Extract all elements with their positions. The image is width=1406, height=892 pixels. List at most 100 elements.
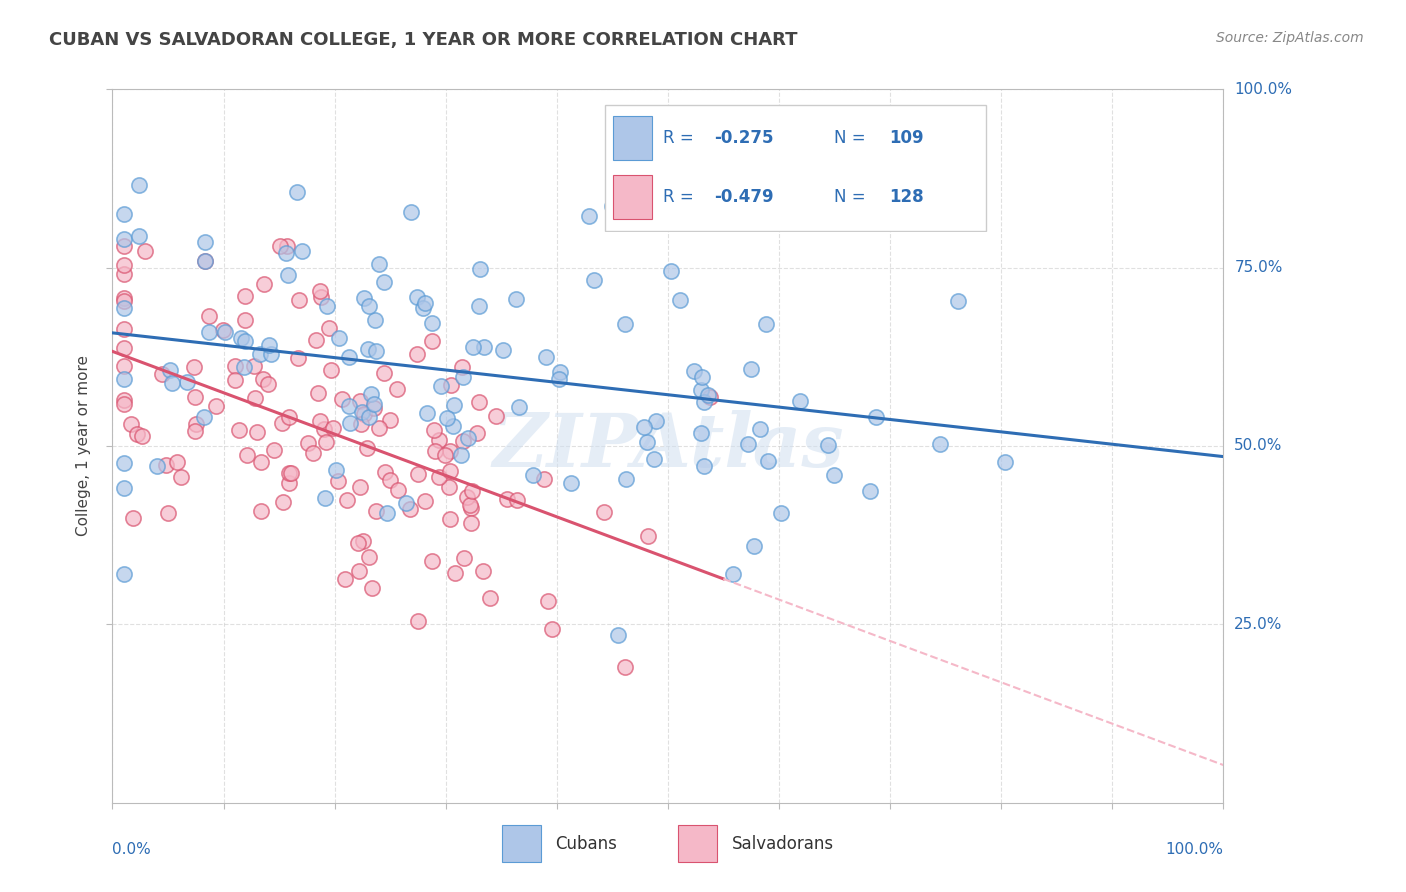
Point [233, 359, 256, 374]
Point [357, 299, 380, 313]
Point [756, 454, 779, 468]
Point [413, 494, 436, 508]
Point [385, 383, 408, 397]
Point [817, 438, 839, 452]
Point [533, 472, 555, 486]
Point [453, 551, 475, 566]
Point [224, 359, 246, 373]
Point [146, 459, 169, 474]
Point [134, 244, 156, 258]
Point [336, 492, 359, 507]
Point [367, 421, 389, 435]
Point [467, 394, 489, 409]
Point [456, 490, 478, 504]
Point [406, 291, 429, 305]
Text: 100.0%: 100.0% [1234, 82, 1292, 96]
Point [560, 475, 582, 490]
Text: ZIPAtlas: ZIPAtlas [492, 409, 844, 483]
Point [150, 367, 173, 381]
Point [744, 539, 766, 553]
Point [112, 294, 135, 309]
Point [472, 564, 495, 578]
Point [443, 398, 465, 412]
Point [318, 321, 340, 335]
Point [288, 293, 311, 307]
Point [696, 388, 718, 402]
Point [578, 209, 600, 223]
Point [378, 473, 401, 487]
Point [353, 292, 375, 306]
Point [505, 292, 527, 306]
Point [112, 393, 135, 408]
Point [243, 359, 266, 374]
Point [453, 434, 475, 448]
Point [541, 622, 564, 636]
Point [256, 377, 278, 392]
Point [479, 591, 502, 605]
Point [537, 593, 560, 607]
Point [314, 422, 336, 436]
Point [176, 375, 198, 389]
Point [749, 422, 772, 436]
Point [616, 472, 638, 486]
Point [122, 511, 145, 525]
Y-axis label: College, 1 year or more: College, 1 year or more [76, 356, 91, 536]
Point [309, 414, 332, 428]
Point [325, 462, 347, 476]
Point [155, 458, 177, 473]
Point [645, 414, 668, 428]
Point [112, 456, 135, 470]
Point [360, 581, 382, 595]
Point [436, 411, 458, 425]
Point [269, 239, 291, 253]
Point [583, 273, 606, 287]
Point [399, 502, 422, 516]
Point [359, 409, 381, 424]
Point [235, 289, 257, 303]
Point [375, 506, 398, 520]
Point [740, 361, 762, 376]
Point [193, 410, 215, 425]
Text: 0.0%: 0.0% [112, 842, 152, 856]
Point [363, 401, 385, 416]
Point [659, 264, 682, 278]
Point [186, 417, 208, 431]
Point [128, 229, 150, 244]
Point [472, 341, 495, 355]
Point [349, 480, 371, 494]
Point [112, 322, 135, 336]
Point [321, 363, 343, 377]
Point [689, 425, 711, 440]
Point [315, 434, 337, 449]
Point [184, 424, 207, 438]
Point [413, 295, 436, 310]
Point [755, 317, 778, 331]
Point [865, 409, 887, 424]
Point [600, 199, 623, 213]
Point [214, 325, 236, 339]
Point [250, 504, 273, 518]
Point [460, 516, 482, 530]
Point [228, 423, 250, 437]
Point [458, 499, 481, 513]
Point [451, 359, 474, 374]
Point [322, 421, 344, 435]
Point [112, 341, 135, 355]
Point [823, 468, 845, 483]
Point [112, 292, 135, 306]
Point [855, 139, 877, 153]
Point [406, 614, 429, 628]
Point [485, 409, 508, 424]
Point [112, 372, 135, 386]
Point [271, 416, 294, 430]
Text: Source: ZipAtlas.com: Source: ZipAtlas.com [1216, 31, 1364, 45]
Point [339, 399, 361, 413]
Point [250, 455, 273, 469]
Point [395, 495, 418, 509]
Point [668, 293, 690, 307]
Point [690, 370, 713, 384]
Point [276, 239, 298, 253]
Point [353, 408, 375, 422]
Point [360, 387, 382, 401]
Point [416, 406, 439, 420]
